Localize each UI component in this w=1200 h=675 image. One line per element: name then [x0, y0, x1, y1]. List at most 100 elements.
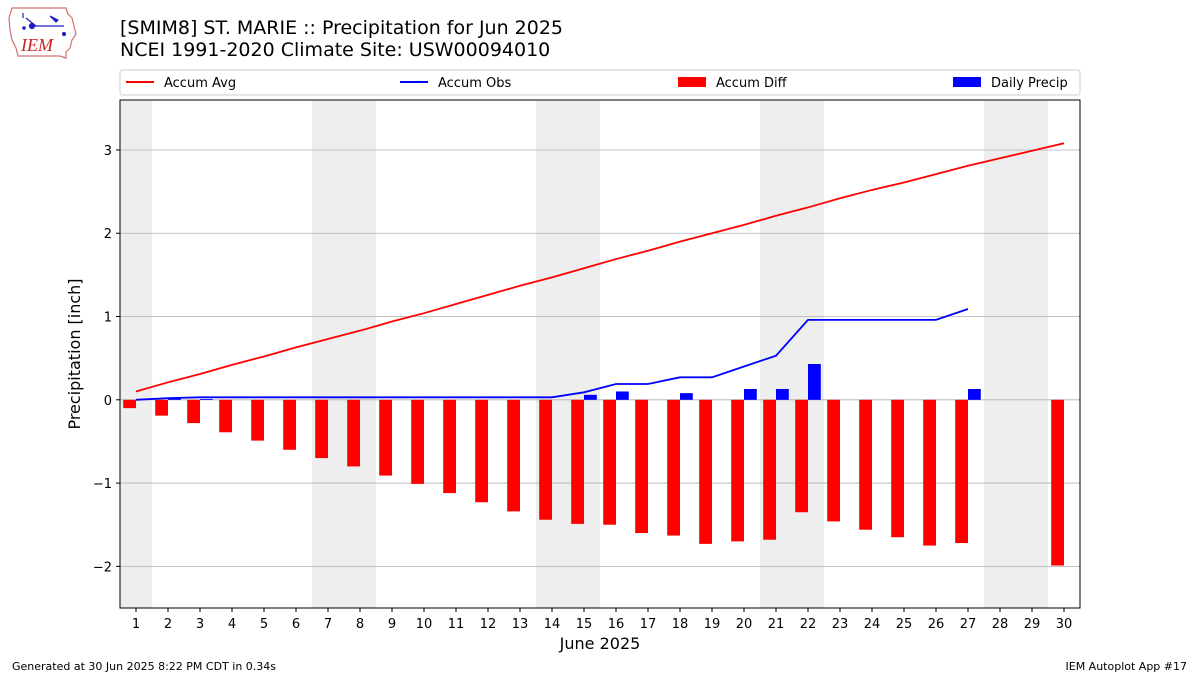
x-tick-label: 12 — [480, 617, 497, 632]
x-tick-label: 13 — [512, 617, 529, 632]
x-tick-label: 19 — [704, 617, 721, 632]
y-axis-label: Precipitation [inch] — [65, 278, 84, 429]
accum-obs-line — [135, 308, 969, 401]
app-label: IEM Autoplot App #17 — [1065, 660, 1188, 673]
daily-precip-bar — [584, 394, 597, 400]
x-tick-label: 9 — [388, 617, 396, 632]
x-tick-label: 29 — [1024, 617, 1041, 632]
weekend-shade — [536, 100, 568, 608]
x-tick-label: 10 — [416, 617, 433, 632]
accum-diff-bar — [699, 399, 712, 544]
daily-precip-bar — [680, 393, 693, 400]
accum-diff-bar — [667, 399, 680, 536]
x-tick-label: 1 — [132, 617, 140, 632]
x-tick-label: 21 — [768, 617, 785, 632]
accum-diff-bar — [571, 399, 584, 524]
x-tick-label: 3 — [196, 617, 204, 632]
x-tick-label: 18 — [672, 617, 689, 632]
x-tick-label: 7 — [324, 617, 332, 632]
accum-diff-bar — [155, 399, 168, 416]
accum-diff-bar — [507, 399, 520, 512]
y-tick-label: 2 — [104, 227, 112, 242]
accum-diff-bar — [859, 399, 872, 530]
y-tick-label: −2 — [93, 560, 112, 575]
weekend-shade — [792, 100, 824, 608]
accum-diff-bar — [1051, 399, 1064, 566]
accum-diff-bar — [251, 399, 264, 441]
x-tick-label: 16 — [608, 617, 625, 632]
x-tick-label: 24 — [864, 617, 881, 632]
generated-note: Generated at 30 Jun 2025 8:22 PM CDT in … — [12, 660, 277, 673]
weekend-shade — [568, 100, 600, 608]
x-tick-label: 6 — [292, 617, 300, 632]
legend: Accum Avg Accum Obs Accum Diff Daily Precip — [119, 69, 1081, 96]
weekend-shade — [344, 100, 376, 608]
accum-diff-bar — [123, 399, 136, 409]
accum-diff-bar — [315, 399, 328, 459]
daily-precip-bar — [776, 388, 789, 400]
legend-label: Accum Diff — [716, 76, 788, 91]
y-tick-label: 1 — [104, 311, 112, 326]
accum-diff-bar — [347, 399, 360, 467]
weekend-shade — [1016, 100, 1048, 608]
accum-diff-bar — [955, 399, 968, 544]
iem-logo: IEM — [6, 4, 82, 64]
legend-label: Daily Precip — [991, 76, 1068, 91]
accum-diff-bar — [187, 399, 200, 424]
y-tick-label: 0 — [104, 394, 112, 409]
accum-diff-bar — [923, 399, 936, 546]
x-tick-label: 11 — [448, 617, 465, 632]
y-tick-label: 3 — [104, 144, 112, 159]
accum-diff-bar — [891, 399, 904, 538]
accum-diff-bar — [219, 399, 232, 433]
legend-label: Accum Avg — [164, 76, 236, 91]
x-tick-label: 17 — [640, 617, 657, 632]
weekend-shade — [120, 100, 152, 608]
chart-subtitle: NCEI 1991-2020 Climate Site: USW00094010 — [120, 39, 551, 61]
accum-diff-bar — [539, 399, 552, 520]
accum-diff-bar — [731, 399, 744, 542]
daily-precip-bar — [200, 398, 213, 400]
daily-precip-bar — [968, 388, 981, 400]
accum-diff-bar — [443, 399, 456, 494]
x-tick-label: 5 — [260, 617, 268, 632]
accum-diff-bar — [411, 399, 424, 484]
accum-diff-bar — [283, 399, 296, 450]
legend-bar-swatch — [953, 77, 981, 87]
x-tick-label: 28 — [992, 617, 1009, 632]
daily-precip-bar — [744, 388, 757, 400]
plot-frame — [119, 99, 1081, 609]
x-tick-label: 27 — [960, 617, 977, 632]
weekend-shade — [984, 100, 1016, 608]
legend-box — [119, 69, 1081, 96]
chart-title: [SMIM8] ST. MARIE :: Precipitation for J… — [120, 17, 564, 39]
x-tick-label: 26 — [928, 617, 945, 632]
accum-diff-bar — [635, 399, 648, 534]
x-tick-label: 25 — [896, 617, 913, 632]
x-axis-label: June 2025 — [559, 634, 641, 653]
accum-diff-bar — [379, 399, 392, 476]
x-tick-label: 14 — [544, 617, 561, 632]
accum-diff-bar — [603, 399, 616, 525]
daily-precip-bar — [616, 391, 629, 400]
x-tick-label: 22 — [800, 617, 817, 632]
accum-diff-bar — [827, 399, 840, 522]
weekend-shade — [312, 100, 344, 608]
legend-label: Accum Obs — [438, 76, 511, 91]
x-tick-label: 30 — [1056, 617, 1073, 632]
x-tick-label: 4 — [228, 617, 236, 632]
accum-diff-bar — [475, 399, 488, 503]
accum-diff-bar — [763, 399, 776, 540]
accum-avg-line — [135, 142, 1065, 393]
x-tick-label: 2 — [164, 617, 172, 632]
x-tick-label: 20 — [736, 617, 753, 632]
x-tick-label: 8 — [356, 617, 364, 632]
daily-precip-bar — [808, 363, 821, 400]
logo-text: IEM — [20, 35, 54, 55]
x-tick-label: 23 — [832, 617, 849, 632]
y-tick-label: −1 — [93, 477, 112, 492]
daily-precip-bar — [168, 398, 181, 400]
accum-diff-bar — [795, 399, 808, 513]
legend-bar-swatch — [678, 77, 706, 87]
